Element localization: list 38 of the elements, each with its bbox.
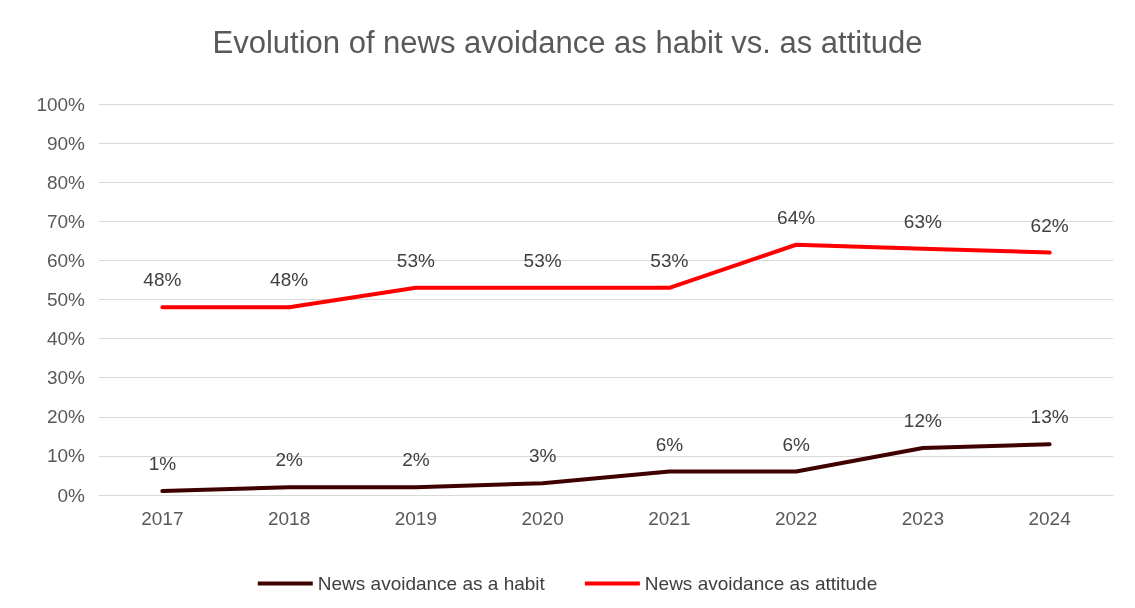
data-label: 63%	[903, 210, 942, 232]
x-tick-label: 2023	[901, 508, 945, 529]
data-label: 2%	[402, 449, 430, 471]
y-tick-label: 100%	[36, 93, 86, 115]
legend-label: News avoidance as attitude	[644, 573, 878, 594]
y-tick-label: 90%	[46, 132, 86, 154]
y-tick-label: 20%	[46, 406, 86, 428]
data-label: 6%	[782, 433, 810, 455]
data-label: 53%	[650, 249, 689, 271]
x-tick-label: 2021	[648, 508, 691, 529]
y-tick-label: 60%	[46, 249, 86, 271]
y-tick-label: 10%	[46, 445, 86, 467]
x-tick-label: 2024	[1028, 508, 1072, 529]
x-tick-label: 2017	[141, 508, 184, 529]
x-tick-label: 2022	[774, 508, 818, 529]
data-label: 13%	[1030, 406, 1069, 428]
x-tick-label: 2020	[521, 508, 564, 529]
data-label: 62%	[1030, 214, 1069, 236]
data-label: 64%	[777, 206, 816, 228]
data-label: 1%	[148, 453, 177, 475]
y-tick-label: 50%	[46, 289, 86, 310]
data-label: 12%	[903, 410, 942, 432]
y-tick-label: 40%	[46, 328, 86, 350]
x-tick-label: 2018	[267, 508, 311, 529]
chart-title: Evolution of news avoidance as habit vs. as attitude	[212, 25, 923, 60]
data-label: 6%	[655, 433, 684, 455]
data-label: 48%	[270, 269, 309, 291]
data-label: 3%	[528, 445, 557, 467]
data-label: 2%	[275, 449, 303, 471]
data-label: 48%	[143, 269, 182, 291]
data-label: 53%	[523, 249, 562, 271]
legend-label: News avoidance as a habit	[317, 573, 546, 594]
y-tick-label: 30%	[46, 367, 86, 389]
y-tick-label: 80%	[46, 171, 86, 193]
x-tick-label: 2019	[394, 508, 438, 529]
y-tick-label: 0%	[57, 484, 86, 506]
y-tick-label: 70%	[46, 210, 86, 232]
data-label: 53%	[396, 249, 435, 271]
